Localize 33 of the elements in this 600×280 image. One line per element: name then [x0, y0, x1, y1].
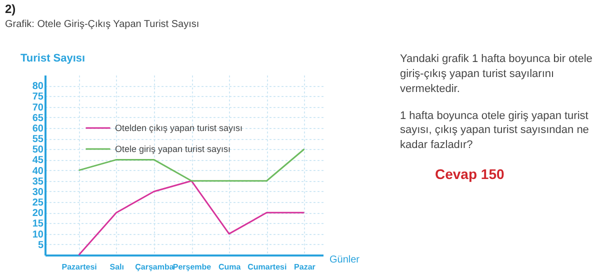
y-tick-label: 20	[32, 208, 44, 220]
y-tick-label: 75	[32, 92, 44, 103]
y-tick-label: 10	[32, 229, 44, 240]
y-tick-label: 5	[38, 240, 44, 251]
y-axis-title: Turist Sayısı	[20, 52, 86, 64]
x-tick-label: Perşembe	[172, 262, 212, 272]
y-tick-label: 30	[32, 186, 44, 198]
x-tick-label: Pazar	[294, 262, 316, 272]
chart-subtitle: Grafik: Otele Giriş-Çıkış Yapan Turist Sayısı	[5, 19, 200, 30]
text: 1 hafta boyunca otele giriş yapan turist sayısı, çıkış yapan turist sayısından ne kadar fazladır?	[400, 108, 590, 154]
x-tick-label: Çarşamba	[135, 262, 174, 272]
y-tick-label: 55	[32, 134, 44, 146]
legend-label: Otelden çıkış yapan turist sayısı	[115, 123, 243, 133]
text: Cevap 150	[435, 165, 506, 184]
y-tick-label: 45	[32, 155, 44, 166]
y-tick-label: 35	[32, 176, 44, 188]
x-tick-label: Salı	[110, 262, 124, 272]
y-tick-label: 65	[32, 112, 44, 124]
y-tick-label: 40	[32, 166, 44, 177]
y-tick-label: 50	[32, 144, 44, 156]
y-tick-label: 70	[32, 102, 44, 114]
x-tick-label: Cumartesi	[248, 262, 287, 272]
x-axis-title: Günler	[330, 254, 360, 266]
y-tick-label: 15	[32, 218, 44, 230]
y-tick-label: 25	[32, 198, 44, 209]
x-tick-label: Cuma	[218, 262, 242, 272]
y-tick-label: 80	[32, 81, 44, 92]
chart-title: 2)	[5, 2, 16, 16]
legend-label: Otele giriş yapan turist sayısı	[115, 144, 231, 154]
line-series	[78, 180, 305, 256]
y-tick-label: 60	[32, 123, 44, 134]
text: Yandaki grafik 1 hafta boyunca bir otele giriş-çıkış yapan turist sayılarını vermektedir.	[400, 52, 594, 97]
x-tick-label: Pazartesi	[62, 262, 97, 272]
